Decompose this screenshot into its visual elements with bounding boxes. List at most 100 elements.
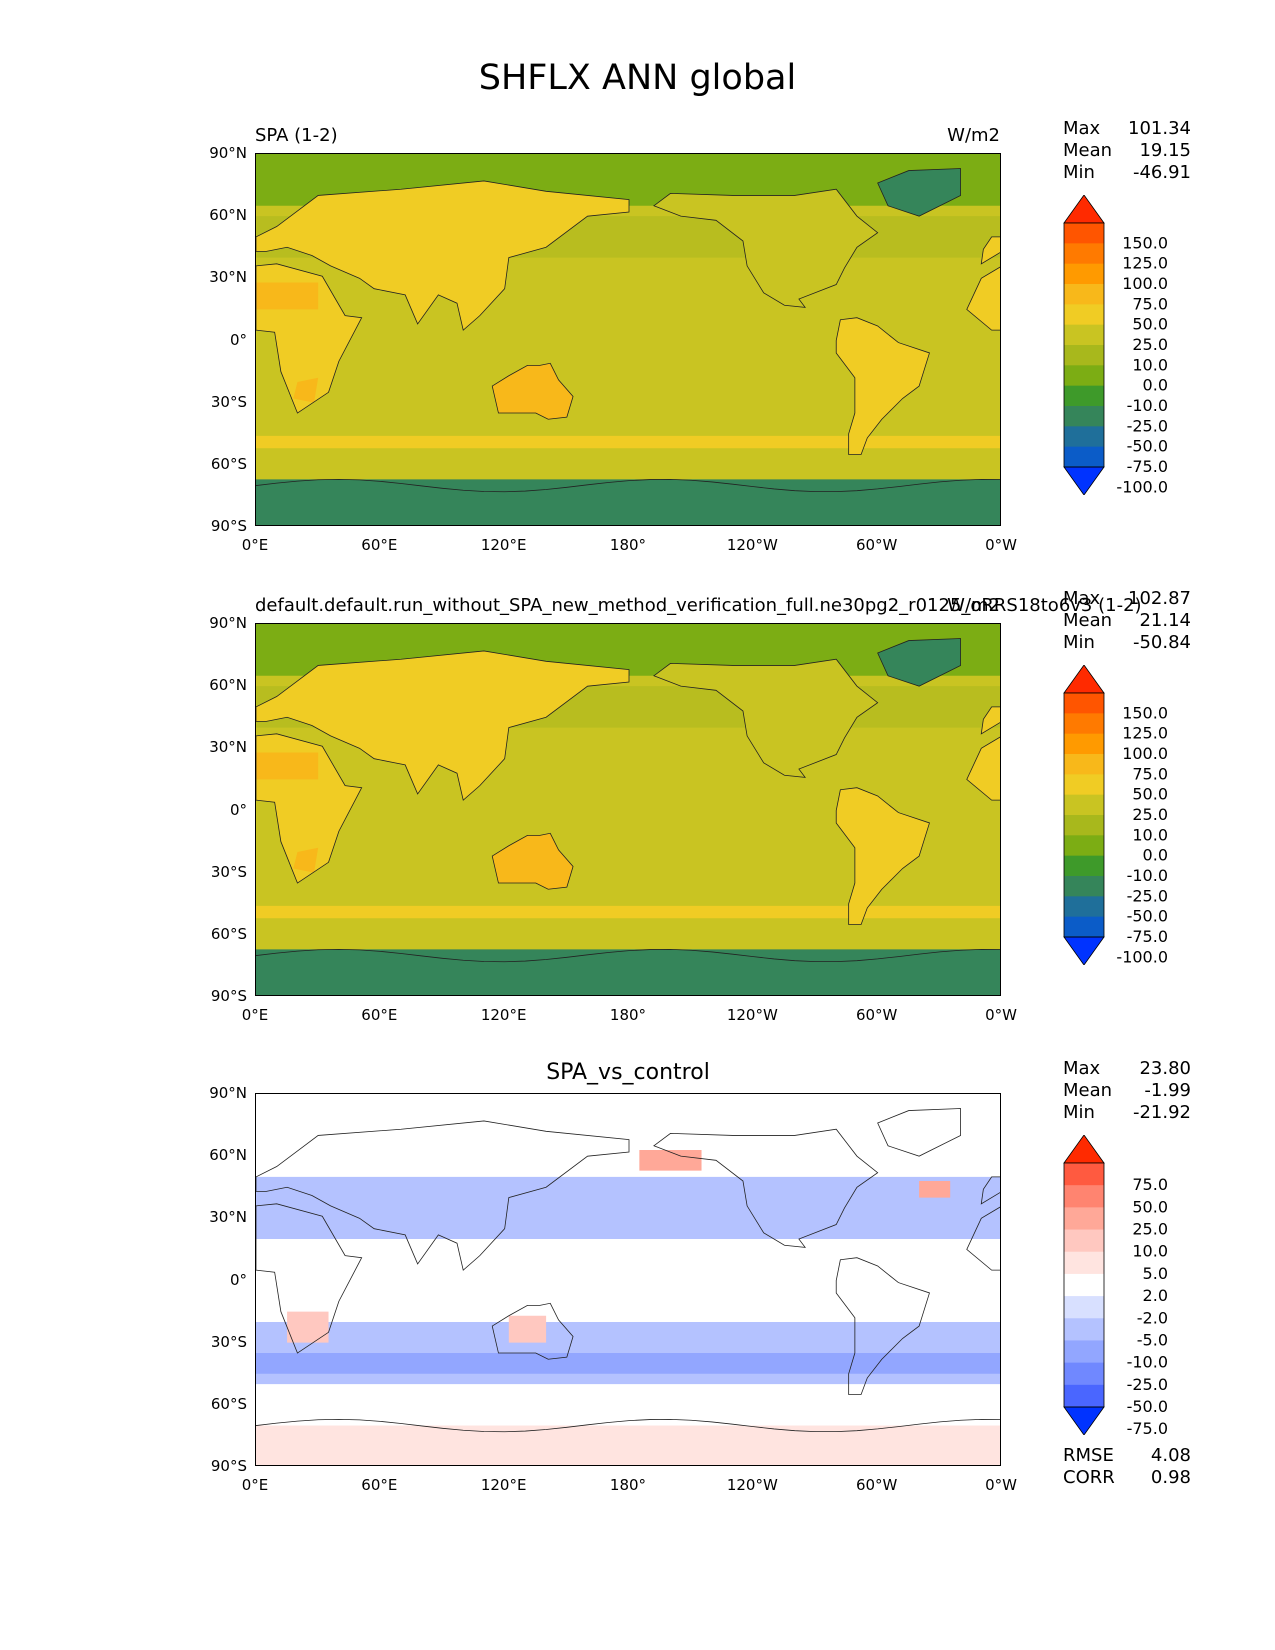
colorbar-bottom-extend <box>1063 466 1105 495</box>
coastline-namerica <box>653 658 879 778</box>
colorbar-level-label: -5.0 <box>1137 1330 1168 1349</box>
colorbar-level-label: 10.0 <box>1132 825 1168 844</box>
panel1-map <box>255 153 1001 526</box>
coastline-australia <box>491 1302 574 1360</box>
colorbar-level-label: -25.0 <box>1127 416 1168 435</box>
coastline-samerica <box>835 787 930 925</box>
panel3-min-label: Min <box>1063 1102 1095 1123</box>
panel1-xtick: 120°W <box>726 536 778 554</box>
colorbar-level-label: 100.0 <box>1122 744 1168 763</box>
colorbar-segment <box>1064 263 1104 285</box>
south-cooler-band <box>256 1353 1000 1374</box>
panel3-xtick: 180° <box>609 1476 647 1494</box>
panel2-max-value: 102.87 <box>1128 588 1191 609</box>
map-canvas <box>256 1094 1000 1465</box>
panel1-ytick: 60°N <box>209 206 247 225</box>
colorbar-level-label: 125.0 <box>1122 254 1168 273</box>
panel3-ytick: 90°N <box>209 1084 247 1102</box>
colorbar-level-label: 25.0 <box>1132 1220 1168 1239</box>
sahara-warm <box>256 752 319 780</box>
coastline-eurasia <box>256 650 630 801</box>
colorbar-segment <box>1064 794 1104 816</box>
africa-west-land <box>966 737 1000 801</box>
panel1-max-value: 101.34 <box>1128 118 1191 139</box>
corr-label: CORR <box>1063 1467 1115 1488</box>
coastline-africaE <box>256 733 363 884</box>
colorbar-level-label: 150.0 <box>1122 703 1168 722</box>
panel1-xtick: 0°W <box>985 536 1017 554</box>
coastline-africaE <box>256 1203 363 1354</box>
colorbar-segment <box>1064 835 1104 857</box>
colorbar-segment <box>1064 406 1104 427</box>
colorbar-level-label: 25.0 <box>1132 805 1168 824</box>
colorbar-level-label: 50.0 <box>1132 1197 1168 1216</box>
panel3-map <box>255 1093 1001 1466</box>
colorbar-level-label: -100.0 <box>1116 477 1168 495</box>
colorbar-bottom-extend <box>1063 936 1105 965</box>
panel1-min-value: -46.91 <box>1132 162 1191 183</box>
colorbar-segment <box>1064 754 1104 775</box>
colorbar-level-label: 25.0 <box>1132 335 1168 354</box>
colorbar-level-label: 0.0 <box>1143 846 1168 865</box>
panel3-mean-label: Mean <box>1063 1080 1113 1101</box>
panel2-ytick: 90°N <box>209 614 247 632</box>
panel1-units: W/m2 <box>947 125 1000 146</box>
natl-warm <box>919 1181 951 1198</box>
colorbar-level-label: -50.0 <box>1127 437 1168 456</box>
colorbar-segment <box>1064 223 1104 244</box>
panel3-ytick: 90°S <box>210 1457 247 1475</box>
panel2-ytick: 60°S <box>210 924 247 943</box>
npac-cool-band <box>256 1176 1000 1240</box>
namerica-land <box>653 659 878 778</box>
panel3-xtick: 60°E <box>361 1476 398 1494</box>
colorbar-segment <box>1064 365 1104 387</box>
colorbar-level-label: 50.0 <box>1132 315 1168 334</box>
panel1-ytick: 90°S <box>210 517 247 535</box>
colorbar-segment <box>1064 324 1104 346</box>
colorbar-segment <box>1064 243 1104 265</box>
panel1-max-label: Max <box>1063 118 1101 139</box>
panel3-ytick: 0° <box>229 1270 247 1289</box>
colorbar-level-label: -10.0 <box>1127 866 1168 885</box>
panel3-ytick: 30°N <box>209 1208 247 1227</box>
namerica-land <box>653 189 878 308</box>
panel2-min-label: Min <box>1063 632 1095 653</box>
coastline-samerica <box>835 317 930 455</box>
coastline-eurasia <box>256 1120 630 1271</box>
coastline-eurasia <box>256 180 630 331</box>
panel1-mean-label: Mean <box>1063 140 1113 161</box>
panel2-xtick: 0°W <box>985 1006 1017 1024</box>
colorbar-level-label: 75.0 <box>1132 1175 1168 1194</box>
samerica-land <box>836 787 930 925</box>
so-warm-band <box>256 905 1000 919</box>
colorbar-level-label: 100.0 <box>1122 274 1168 293</box>
alaska-warm <box>639 1149 702 1171</box>
panel3-metrics: RMSE 4.08 CORR 0.98 <box>1063 1445 1191 1489</box>
panel1-min-label: Min <box>1063 162 1095 183</box>
colorbar-segment <box>1064 1229 1104 1253</box>
colorbar-level-label: 0.0 <box>1143 376 1168 395</box>
colorbar-segment <box>1064 693 1104 714</box>
colorbar-segment <box>1064 345 1104 366</box>
coastline-australia <box>491 832 574 890</box>
colorbar-segment <box>1064 815 1104 836</box>
panel3-stats: Max 23.80 Mean -1.99 Min -21.92 <box>1063 1058 1191 1124</box>
coastline-greenland <box>877 1108 961 1157</box>
colorbar-level-label: -10.0 <box>1127 396 1168 415</box>
panel2-xtick: 60°E <box>361 1006 398 1024</box>
coastline-greenland <box>877 168 961 217</box>
colorbar-level-label: -75.0 <box>1127 1419 1168 1435</box>
antarctic-warm <box>256 1425 1000 1465</box>
australia-land <box>492 363 574 420</box>
coastline-antarctica <box>256 1418 1000 1433</box>
colorbar-level-label: 2.0 <box>1143 1286 1168 1305</box>
panel2-xtick: 60°W <box>855 1006 898 1024</box>
panel3-max-value: 23.80 <box>1139 1058 1191 1079</box>
coastline-antarctica <box>256 478 1000 493</box>
panel1-xtick: 60°W <box>855 536 898 554</box>
panel3-xtick: 120°W <box>726 1476 778 1494</box>
africa-warm <box>287 1311 329 1343</box>
panel2-stats: Max 102.87 Mean 21.14 Min -50.84 <box>1063 588 1191 654</box>
panel1-ytick: 30°S <box>210 392 247 411</box>
coastline-eurasiaW <box>980 236 1000 265</box>
